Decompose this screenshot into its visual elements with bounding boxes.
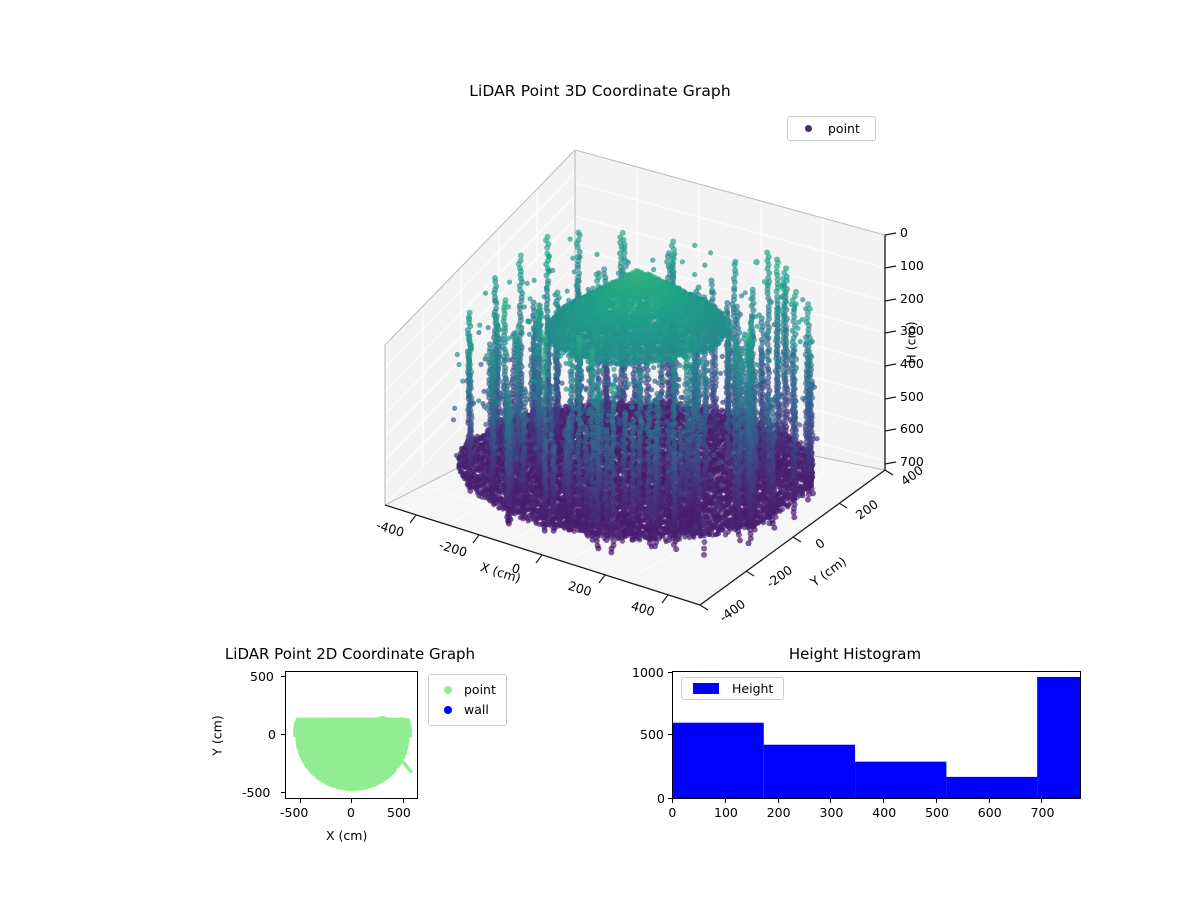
histogram-legend: Height bbox=[681, 677, 785, 700]
plot3d-y-ticks bbox=[699, 469, 894, 611]
legend-row-wall: wall bbox=[435, 700, 496, 720]
plot2d-title: LiDAR Point 2D Coordinate Graph bbox=[140, 645, 560, 663]
hist-ytick-500: 500 bbox=[640, 727, 664, 742]
hist-xtick-mark-500 bbox=[935, 799, 937, 803]
hist-xtick-500: 500 bbox=[925, 805, 949, 820]
hist-xtick-mark-400 bbox=[883, 799, 885, 803]
plot3d-title: LiDAR Point 3D Coordinate Graph bbox=[0, 82, 1200, 100]
hist-xtick-mark-300 bbox=[830, 799, 832, 803]
hist-xtick-mark-700 bbox=[1041, 799, 1043, 803]
plot3d-z-ticks bbox=[884, 232, 897, 465]
plot2d-ytick--500: -500 bbox=[242, 785, 270, 800]
hist-xtick-mark-0 bbox=[672, 799, 673, 803]
plot2d-xtick--500: -500 bbox=[280, 805, 308, 820]
ytick-mark--500 bbox=[281, 792, 285, 793]
legend-point-label: point bbox=[828, 121, 860, 136]
z-tick-700: 700 bbox=[900, 454, 924, 469]
xtick-mark--500 bbox=[300, 799, 301, 803]
plot2d-scatter-points bbox=[292, 716, 413, 792]
hist-xtick-600: 600 bbox=[978, 805, 1002, 820]
plot3d-x-ticks bbox=[409, 514, 669, 604]
plot3d-legend: point bbox=[787, 116, 876, 141]
z-tick-500: 500 bbox=[900, 389, 924, 404]
hist-ytick-mark-1000 bbox=[668, 672, 672, 673]
z-tick-300: 300 bbox=[900, 323, 924, 338]
ytick-mark-0 bbox=[281, 734, 285, 735]
plot2d-ytick-500: 500 bbox=[250, 669, 274, 684]
plot2d-xtick-500: 500 bbox=[387, 805, 411, 820]
hist-xtick-0: 0 bbox=[668, 805, 676, 820]
xtick-mark-500 bbox=[403, 799, 404, 803]
hist-ytick-0: 0 bbox=[657, 791, 665, 806]
hist-xtick-mark-200 bbox=[777, 799, 779, 803]
legend-point-marker-icon bbox=[805, 125, 812, 132]
z-tick-0: 0 bbox=[900, 225, 908, 240]
hist-xtick-mark-100 bbox=[724, 799, 726, 803]
plot2d-xaxis-label: X (cm) bbox=[326, 828, 367, 843]
plot2d-axes[interactable] bbox=[285, 671, 418, 799]
z-tick-600: 600 bbox=[900, 421, 924, 436]
legend-wall-label: wall bbox=[464, 700, 489, 720]
legend-wall-marker-icon bbox=[444, 706, 452, 714]
xtick-mark-0 bbox=[351, 799, 352, 803]
hist-xtick-200: 200 bbox=[767, 805, 791, 820]
hist-xtick-400: 400 bbox=[872, 805, 896, 820]
plot2d-ytick-0: 0 bbox=[268, 727, 276, 742]
hist-ytick-mark-500 bbox=[668, 734, 672, 735]
z-tick-100: 100 bbox=[900, 258, 924, 273]
histogram-bars bbox=[673, 676, 1080, 798]
plot3d-scatter-points bbox=[450, 229, 820, 558]
z-tick-400: 400 bbox=[900, 356, 924, 371]
hist-xtick-700: 700 bbox=[1031, 805, 1055, 820]
legend-height-label: Height bbox=[732, 681, 773, 696]
plot2d-legend: point wall bbox=[428, 674, 507, 726]
legend-point-marker-icon bbox=[444, 686, 452, 694]
histogram-axes[interactable] bbox=[672, 671, 1081, 799]
hist-xtick-100: 100 bbox=[714, 805, 738, 820]
histogram-title: Height Histogram bbox=[620, 645, 1090, 663]
ytick-mark-500 bbox=[281, 676, 285, 677]
hist-ytick-1000: 1000 bbox=[632, 665, 664, 680]
legend-point-label: point bbox=[464, 680, 496, 700]
plot3d-x-ticklabels: -400 -200 0 200 400 X (cm) -400 -200 0 2… bbox=[300, 140, 940, 640]
plot3d-canvas[interactable] bbox=[300, 140, 940, 640]
plot2d-xtick-0: 0 bbox=[347, 805, 355, 820]
z-tick-200: 200 bbox=[900, 291, 924, 306]
hist-xtick-mark-600 bbox=[988, 799, 990, 803]
hist-xtick-300: 300 bbox=[820, 805, 844, 820]
legend-height-swatch-icon bbox=[693, 683, 719, 694]
legend-row-point: point bbox=[435, 680, 496, 700]
hist-ytick-mark-0 bbox=[668, 798, 672, 799]
